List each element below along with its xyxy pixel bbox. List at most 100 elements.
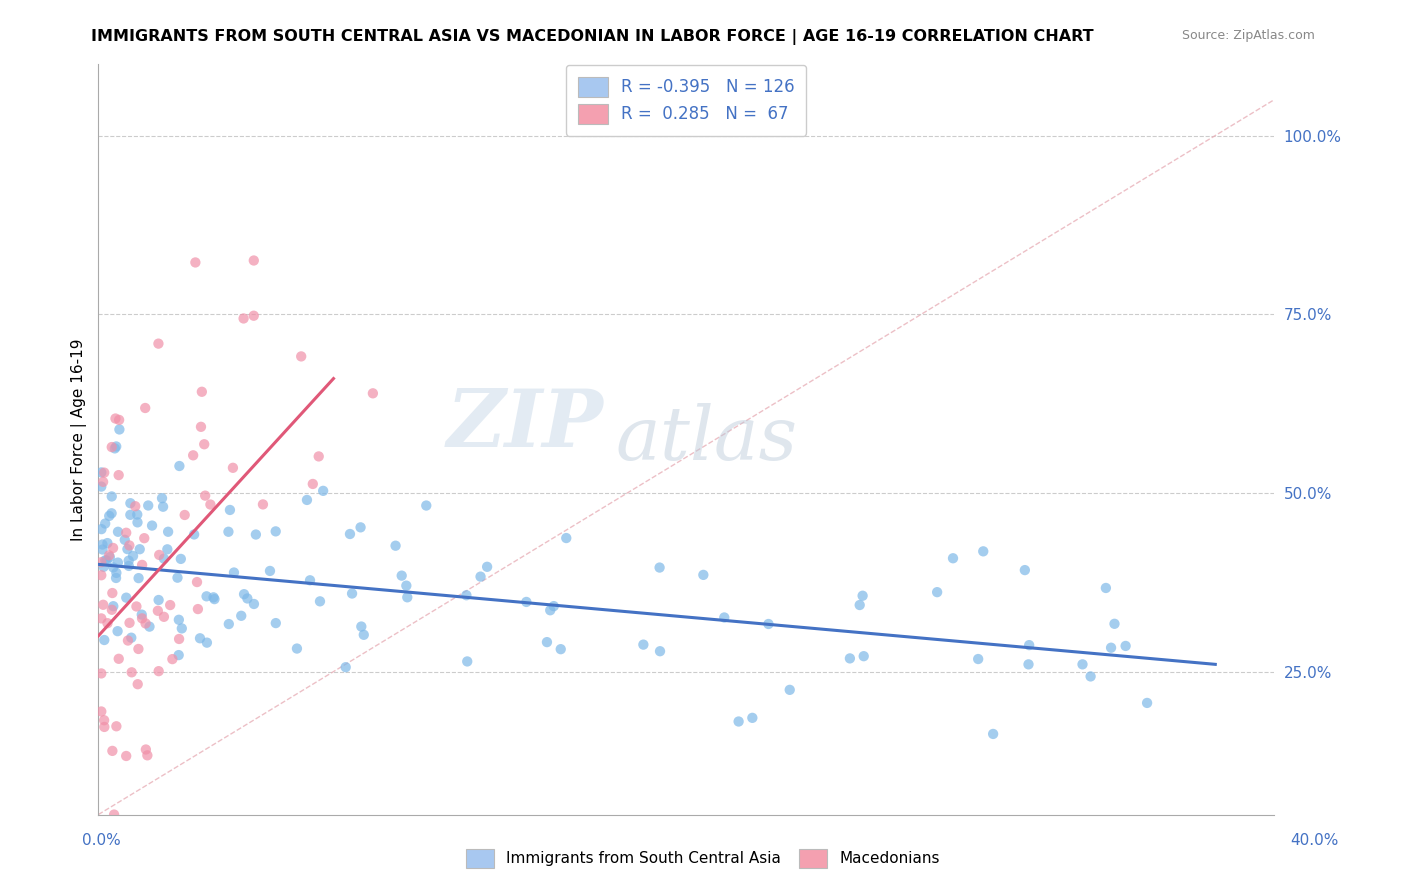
Point [118, 615, 141, 630]
Point [136, 748, 159, 763]
Point [121, 665, 143, 680]
Point [91, 537, 114, 551]
Point [648, 560, 671, 574]
Point [91, 598, 114, 612]
Point [222, 460, 245, 475]
Text: atlas: atlas [616, 403, 797, 475]
Point [90, 568, 112, 582]
Point [967, 652, 990, 666]
Point [218, 617, 240, 632]
Point [167, 648, 190, 662]
Point [350, 619, 373, 633]
Point [335, 660, 357, 674]
Point [264, 524, 287, 539]
Point [107, 524, 129, 539]
Point [96, 536, 118, 550]
Point [90, 705, 112, 719]
Point [181, 448, 204, 462]
Point [170, 622, 193, 636]
Point [167, 632, 190, 646]
Point [91, 475, 114, 489]
Point [470, 569, 492, 583]
Point [94, 553, 117, 567]
Point [101, 541, 124, 555]
Point [156, 542, 179, 557]
Point [153, 551, 176, 566]
Point [107, 652, 129, 666]
Point [361, 386, 384, 401]
Point [536, 635, 558, 649]
Point [90, 666, 112, 681]
Point [972, 544, 994, 558]
Point [148, 336, 170, 351]
Point [308, 450, 330, 464]
Point [838, 651, 860, 665]
Point [103, 560, 125, 574]
Point [259, 564, 281, 578]
Point [555, 531, 578, 545]
Point [391, 568, 413, 582]
Point [115, 749, 138, 764]
Point [1136, 696, 1159, 710]
Point [107, 624, 129, 639]
Text: Source: ZipAtlas.com: Source: ZipAtlas.com [1181, 29, 1315, 42]
Point [349, 520, 371, 534]
Point [194, 489, 217, 503]
Point [169, 458, 191, 473]
Point [93, 720, 115, 734]
Point [166, 571, 188, 585]
Legend: Immigrants from South Central Asia, Macedonians: Immigrants from South Central Asia, Mace… [460, 843, 946, 873]
Point [758, 617, 780, 632]
Point [456, 588, 478, 602]
Point [395, 579, 418, 593]
Point [173, 508, 195, 522]
Point [848, 598, 870, 612]
Point [167, 613, 190, 627]
Point [128, 542, 150, 557]
Point [202, 591, 225, 605]
Point [200, 498, 222, 512]
Point [127, 642, 149, 657]
Point [942, 551, 965, 566]
Point [222, 566, 245, 580]
Point [340, 586, 363, 600]
Point [353, 628, 375, 642]
Point [98, 508, 121, 523]
Point [90, 611, 112, 625]
Point [264, 616, 287, 631]
Point [148, 593, 170, 607]
Point [1104, 616, 1126, 631]
Point [231, 608, 253, 623]
Point [120, 508, 142, 522]
Point [713, 610, 735, 624]
Point [543, 599, 565, 614]
Point [96, 616, 118, 631]
Point [927, 585, 949, 599]
Point [456, 655, 478, 669]
Point [120, 496, 142, 510]
Point [118, 538, 141, 552]
Point [162, 652, 184, 666]
Point [298, 574, 321, 588]
Point [94, 516, 117, 531]
Text: IMMIGRANTS FROM SOUTH CENTRAL ASIA VS MACEDONIAN IN LABOR FORCE | AGE 16-19 CORR: IMMIGRANTS FROM SOUTH CENTRAL ASIA VS MA… [91, 29, 1094, 45]
Legend: R = -0.395   N = 126, R =  0.285   N =  67: R = -0.395 N = 126, R = 0.285 N = 67 [567, 65, 807, 136]
Point [91, 542, 114, 557]
Point [124, 499, 146, 513]
Point [233, 587, 256, 601]
Point [104, 442, 127, 456]
Point [475, 559, 498, 574]
Point [122, 549, 145, 563]
Point [242, 309, 264, 323]
Point [100, 490, 122, 504]
Point [204, 592, 226, 607]
Point [741, 711, 763, 725]
Point [134, 531, 156, 545]
Point [105, 440, 128, 454]
Point [103, 599, 125, 614]
Point [134, 401, 156, 415]
Point [309, 594, 332, 608]
Point [187, 602, 209, 616]
Point [115, 525, 138, 540]
Point [312, 483, 335, 498]
